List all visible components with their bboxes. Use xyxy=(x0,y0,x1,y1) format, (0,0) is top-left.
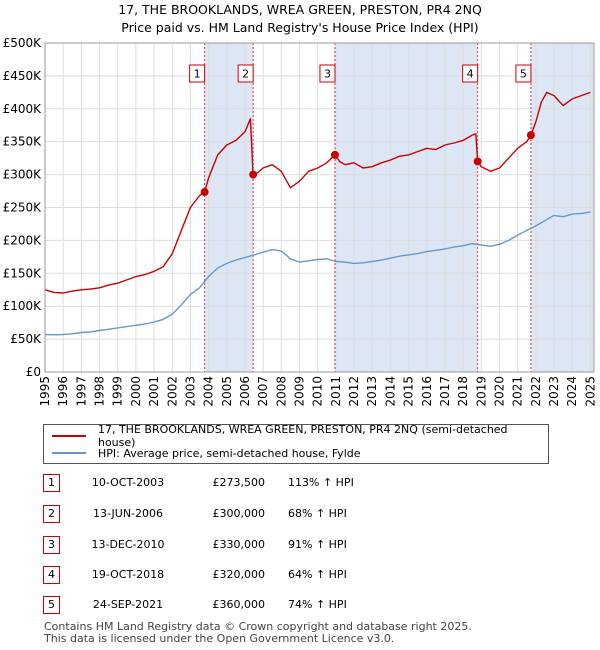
y-tick-label: £250K xyxy=(3,201,43,215)
sale-row: 2 13-JUN-2006 £300,000 68% ↑ HPI xyxy=(43,505,543,523)
sale-price: £300,000 xyxy=(212,507,266,520)
sale-label-box xyxy=(319,64,336,83)
footer-licence: This data is licensed under the Open Gov… xyxy=(44,632,395,645)
sale-label: 4 xyxy=(467,68,474,81)
sale-price: £330,000 xyxy=(212,538,266,551)
chart-legend: 17, THE BROOKLANDS, WREA GREEN, PRESTON,… xyxy=(43,423,549,464)
chart-subtitle: Price paid vs. HM Land Registry's House … xyxy=(121,20,479,35)
sale-row: 1 10-OCT-2003 £273,500 113% ↑ HPI xyxy=(43,474,543,492)
x-tick-label: 2017 xyxy=(438,376,452,407)
sale-label-box xyxy=(237,64,254,83)
sale-point xyxy=(330,150,339,159)
x-tick-label: 2019 xyxy=(474,376,488,407)
sale-label: 5 xyxy=(520,68,527,81)
y-tick-label: £400K xyxy=(3,102,43,116)
y-tick-label: £50K xyxy=(10,332,42,346)
sale-date: 24-SEP-2021 xyxy=(92,598,164,611)
sale-date: 10-OCT-2003 xyxy=(91,476,165,489)
sale-price: £273,500 xyxy=(212,476,266,489)
y-tick-label: £350K xyxy=(3,135,43,149)
x-tick-label: 2003 xyxy=(183,376,197,407)
sale-number-badge: 1 xyxy=(43,474,60,492)
sale-hpi-change: 113% ↑ HPI xyxy=(288,476,354,489)
y-tick-label: £200K xyxy=(3,233,43,247)
x-tick-label: 2012 xyxy=(347,376,361,407)
sale-point xyxy=(200,188,209,197)
legend-swatch-property xyxy=(52,435,86,437)
x-tick-label: 2015 xyxy=(402,376,416,407)
sale-row: 4 19-OCT-2018 £320,000 64% ↑ HPI xyxy=(43,566,543,584)
x-tick-label: 1995 xyxy=(38,376,52,407)
sale-label: 2 xyxy=(242,68,249,81)
x-tick-label: 1996 xyxy=(56,376,70,407)
y-tick-label: £300K xyxy=(3,168,43,182)
sale-date: 19-OCT-2018 xyxy=(91,568,165,581)
footer-copyright: Contains HM Land Registry data © Crown c… xyxy=(44,620,472,633)
x-tick-label: 2018 xyxy=(456,376,470,407)
sale-price: £320,000 xyxy=(212,568,266,581)
sale-number-badge: 4 xyxy=(43,566,60,584)
legend-label-hpi: HPI: Average price, semi-detached house,… xyxy=(98,446,361,460)
legend-item-hpi: HPI: Average price, semi-detached house,… xyxy=(52,445,361,461)
sale-price: £360,000 xyxy=(212,598,266,611)
sale-date: 13-DEC-2010 xyxy=(91,538,165,551)
sale-number-badge: 2 xyxy=(43,505,60,523)
series-line-property xyxy=(44,91,591,294)
y-tick-label: £150K xyxy=(3,266,43,280)
x-tick-label: 2013 xyxy=(365,376,379,407)
x-tick-label: 2007 xyxy=(256,376,270,407)
sale-label-box xyxy=(515,64,532,83)
x-tick-label: 2014 xyxy=(383,376,397,407)
sale-label-box xyxy=(189,64,206,83)
x-tick-label: 2021 xyxy=(511,376,525,407)
sale-point xyxy=(526,131,535,140)
legend-label-property: 17, THE BROOKLANDS, WREA GREEN, PRESTON,… xyxy=(97,423,508,449)
sale-label: 3 xyxy=(324,68,331,81)
y-tick-label: £0 xyxy=(26,365,41,379)
x-tick-label: 1998 xyxy=(93,376,107,407)
series-line-hpi xyxy=(44,211,591,336)
plot-frame xyxy=(44,42,595,373)
x-tick-label: 2016 xyxy=(420,376,434,407)
sale-number-badge: 5 xyxy=(43,596,60,614)
sale-hpi-change: 91% ↑ HPI xyxy=(288,538,347,551)
x-tick-label: 2025 xyxy=(583,376,597,407)
sale-label-box xyxy=(462,64,479,83)
sale-hpi-change: 64% ↑ HPI xyxy=(288,568,347,581)
x-tick-label: 2011 xyxy=(329,376,343,407)
x-tick-label: 2001 xyxy=(147,376,161,407)
x-tick-label: 1999 xyxy=(111,376,125,407)
sale-point xyxy=(473,157,482,166)
x-tick-label: 2006 xyxy=(238,376,252,407)
x-tick-label: 2005 xyxy=(220,376,234,407)
y-tick-label: £450K xyxy=(3,69,43,83)
x-tick-label: 1997 xyxy=(74,376,88,407)
x-tick-label: 2000 xyxy=(129,376,143,407)
sale-point xyxy=(249,170,258,179)
x-tick-label: 2024 xyxy=(565,376,579,407)
x-tick-label: 2002 xyxy=(165,376,179,407)
sale-label: 1 xyxy=(194,68,201,81)
sale-number-badge: 3 xyxy=(43,536,60,554)
legend-swatch-hpi xyxy=(52,452,86,454)
x-tick-label: 2009 xyxy=(293,376,307,407)
sale-row: 3 13-DEC-2010 £330,000 91% ↑ HPI xyxy=(43,536,543,554)
x-tick-label: 2010 xyxy=(311,376,325,407)
sale-hpi-change: 74% ↑ HPI xyxy=(288,598,347,611)
chart-title: 17, THE BROOKLANDS, WREA GREEN, PRESTON,… xyxy=(118,2,482,17)
sale-row: 5 24-SEP-2021 £360,000 74% ↑ HPI xyxy=(43,596,543,614)
price-chart: £0 £50K £100K £150K £200K £250K £300K £350K £400… xyxy=(3,36,598,407)
legend-item-property: 17, THE BROOKLANDS, WREA GREEN, PRESTON,… xyxy=(52,423,548,449)
x-tick-label: 2020 xyxy=(492,376,506,407)
x-tick-label: 2022 xyxy=(529,376,543,407)
sale-hpi-change: 68% ↑ HPI xyxy=(288,507,347,520)
y-tick-label: £100K xyxy=(3,299,43,313)
y-tick-label: £500K xyxy=(3,36,43,50)
x-tick-label: 2023 xyxy=(547,376,561,407)
x-tick-label: 2008 xyxy=(274,376,288,407)
x-tick-label: 2004 xyxy=(202,376,216,407)
sale-date: 13-JUN-2006 xyxy=(92,507,164,520)
